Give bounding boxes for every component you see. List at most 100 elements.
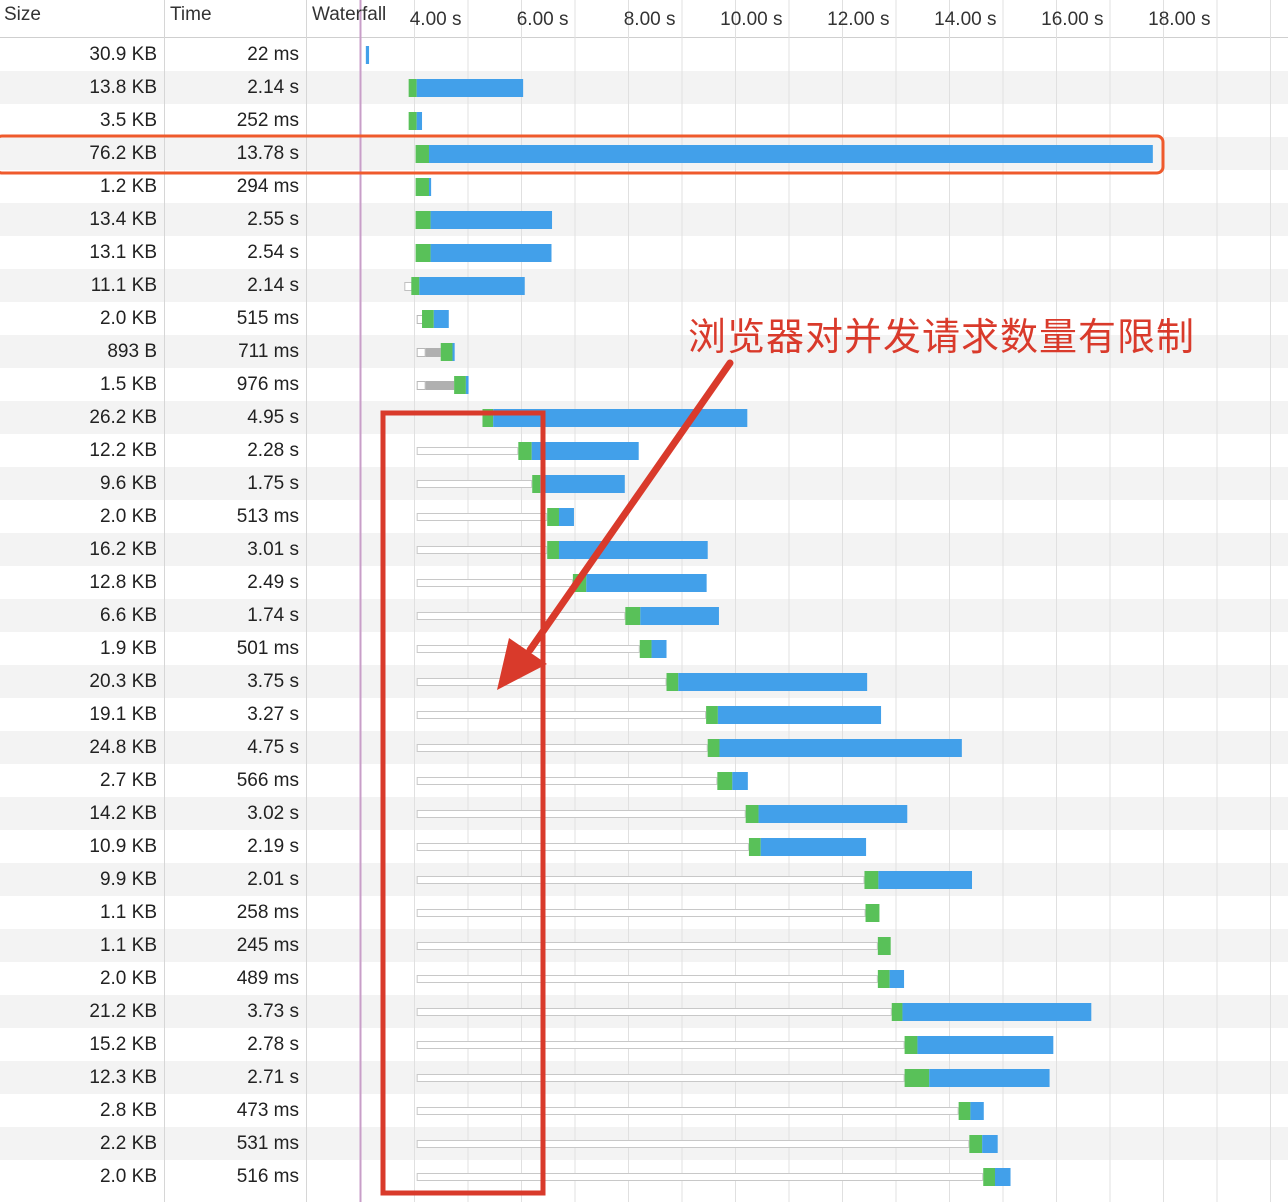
size-cell: 20.3 KB [89, 671, 157, 692]
table-row[interactable]: 1.9 KB 501 ms [0, 632, 1288, 665]
time-column-header[interactable]: Time [170, 4, 212, 25]
table-row[interactable]: 76.2 KB 13.78 s [0, 137, 1288, 170]
queue-segment [416, 546, 548, 554]
table-row[interactable]: 3.5 KB 252 ms [0, 104, 1288, 137]
waiting-segment [706, 706, 718, 724]
time-cell: 22 ms [247, 44, 299, 65]
table-row[interactable]: 2.0 KB 513 ms [0, 500, 1288, 533]
time-cell: 531 ms [236, 1133, 299, 1154]
download-segment [929, 1069, 1050, 1087]
size-column-header[interactable]: Size [4, 4, 41, 25]
table-row[interactable]: 19.1 KB 3.27 s [0, 698, 1288, 731]
queue-segment [416, 1107, 959, 1115]
size-cell: 1.9 KB [99, 638, 157, 659]
annotation-text: 浏览器对并发请求数量有限制 [688, 315, 1196, 359]
waiting-segment [408, 112, 417, 130]
time-cell: 2.78 s [247, 1034, 299, 1055]
time-cell: 2.55 s [247, 209, 299, 230]
download-segment [917, 1036, 1054, 1054]
download-segment [982, 1135, 998, 1153]
timeline-tick-label: 12.00 s [827, 9, 890, 30]
waiting-segment [707, 739, 720, 757]
size-cell: 2.0 KB [99, 968, 157, 989]
size-cell: 11.1 KB [90, 275, 157, 296]
table-row[interactable]: 30.9 KB 22 ms [0, 38, 1288, 71]
table-row[interactable]: 1.1 KB 258 ms [0, 896, 1288, 929]
table-row[interactable]: 24.8 KB 4.75 s [0, 731, 1288, 764]
table-row[interactable]: 2.0 KB 489 ms [0, 962, 1288, 995]
download-segment [995, 1168, 1011, 1186]
table-row[interactable]: 9.9 KB 2.01 s [0, 863, 1288, 896]
download-segment [758, 805, 908, 823]
header-background [0, 0, 1288, 38]
size-cell: 13.1 KB [89, 242, 157, 263]
waiting-segment [482, 409, 494, 427]
time-cell: 513 ms [236, 506, 299, 527]
download-segment [428, 178, 432, 196]
download-segment [651, 640, 667, 658]
time-cell: 2.01 s [247, 869, 299, 890]
download-segment [719, 739, 962, 757]
size-cell: 14.2 KB [89, 803, 157, 824]
size-cell: 1.2 KB [99, 176, 157, 197]
timeline-tick-label: 4.00 s [409, 9, 462, 30]
table-row[interactable]: 9.6 KB 1.75 s [0, 467, 1288, 500]
waiting-segment [748, 838, 761, 856]
waiting-segment [639, 640, 652, 658]
table-row[interactable]: 12.2 KB 2.28 s [0, 434, 1288, 467]
table-row[interactable]: 20.3 KB 3.75 s [0, 665, 1288, 698]
table-row[interactable]: 13.1 KB 2.54 s [0, 236, 1288, 269]
table-row[interactable]: 6.6 KB 1.74 s [0, 599, 1288, 632]
table-row[interactable]: 1.1 KB 245 ms [0, 929, 1288, 962]
queue-segment [416, 942, 878, 950]
table-row[interactable]: 1.5 KB 976 ms [0, 368, 1288, 401]
table-row[interactable]: 2.0 KB 515 ms [0, 302, 1288, 335]
download-segment [465, 376, 469, 394]
time-cell: 2.28 s [247, 440, 299, 461]
timeline-tick-label: 14.00 s [934, 9, 997, 30]
table-row[interactable]: 16.2 KB 3.01 s [0, 533, 1288, 566]
waiting-segment [969, 1135, 983, 1153]
download-segment [428, 145, 1153, 163]
time-cell: 3.75 s [247, 671, 299, 692]
table-row[interactable]: 13.8 KB 2.14 s [0, 71, 1288, 104]
queue-segment [416, 810, 746, 818]
table-row[interactable]: 14.2 KB 3.02 s [0, 797, 1288, 830]
size-cell: 2.0 KB [99, 308, 157, 329]
size-cell: 13.8 KB [89, 77, 157, 98]
time-cell: 473 ms [236, 1100, 299, 1121]
table-row[interactable]: 21.2 KB 3.73 s [0, 995, 1288, 1028]
table-row[interactable]: 12.3 KB 2.71 s [0, 1061, 1288, 1094]
table-row[interactable]: 15.2 KB 2.78 s [0, 1028, 1288, 1061]
waiting-segment [891, 1003, 903, 1021]
table-row[interactable]: 10.9 KB 2.19 s [0, 830, 1288, 863]
time-cell: 1.74 s [247, 605, 299, 626]
table-row[interactable]: 13.4 KB 2.55 s [0, 203, 1288, 236]
size-cell: 1.1 KB [99, 935, 157, 956]
queue-segment [416, 744, 708, 752]
queue-segment [416, 1173, 984, 1181]
waterfall-column-header[interactable]: Waterfall [312, 4, 387, 25]
download-segment [889, 970, 905, 988]
waiting-segment [625, 607, 641, 625]
table-row[interactable]: 2.2 KB 531 ms [0, 1127, 1288, 1160]
download-segment [419, 277, 525, 295]
queue-segment [416, 1008, 892, 1016]
table-row[interactable]: 2.7 KB 566 ms [0, 764, 1288, 797]
table-row[interactable]: 26.2 KB 4.95 s [0, 401, 1288, 434]
table-row[interactable]: 12.8 KB 2.49 s [0, 566, 1288, 599]
table-row[interactable]: 893 B 711 ms [0, 335, 1288, 368]
table-row[interactable]: 2.8 KB 473 ms [0, 1094, 1288, 1127]
size-cell: 13.4 KB [89, 209, 157, 230]
table-row[interactable]: 1.2 KB 294 ms [0, 170, 1288, 203]
queue-segment [416, 381, 426, 390]
size-cell: 16.2 KB [89, 539, 157, 560]
time-cell: 2.14 s [247, 275, 299, 296]
waiting-segment [408, 79, 417, 97]
download-segment [678, 673, 868, 691]
table-row[interactable]: 11.1 KB 2.14 s [0, 269, 1288, 302]
timeline-tick-label: 18.00 s [1148, 9, 1211, 30]
time-cell: 711 ms [238, 341, 299, 362]
table-row[interactable]: 2.0 KB 516 ms [0, 1160, 1288, 1193]
